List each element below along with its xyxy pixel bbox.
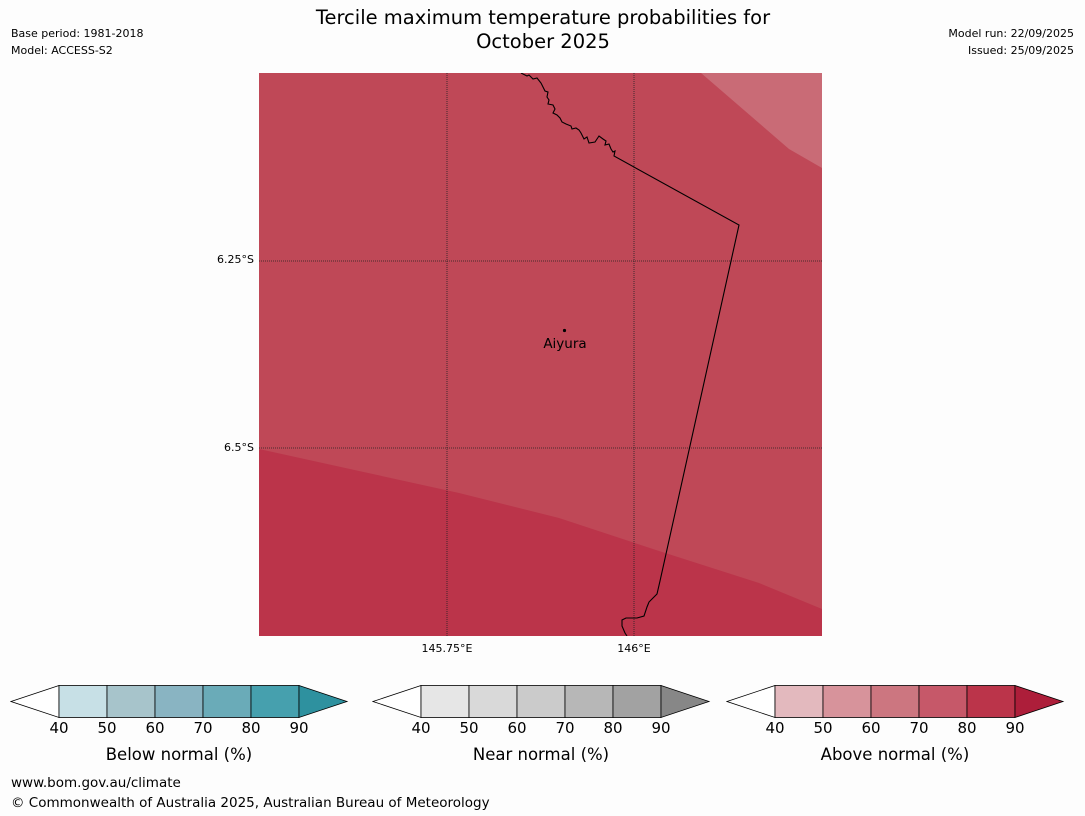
near-swatch-40-50 xyxy=(420,685,470,718)
below-swatch-80-90 xyxy=(250,685,300,718)
issued-text: Issued: 25/09/2025 xyxy=(967,44,1074,57)
near-tick-80: 80 xyxy=(603,719,623,737)
below-tick-50: 50 xyxy=(97,719,117,737)
below-tick-90: 90 xyxy=(289,719,309,737)
near-tick-50: 50 xyxy=(459,719,479,737)
border-line xyxy=(520,73,740,636)
above-tick-60: 60 xyxy=(861,719,881,737)
above-swatch-40-50 xyxy=(774,685,824,718)
near-tick-60: 60 xyxy=(507,719,527,737)
below-swatch-70-80 xyxy=(202,685,252,718)
near-tick-90: 90 xyxy=(651,719,671,737)
footer: www.bom.gov.au/climate © Commonwealth of… xyxy=(11,773,490,813)
above-normal-label: Above normal (%) xyxy=(820,745,970,764)
colorbar-near-normal xyxy=(371,684,712,723)
below-extend-high xyxy=(298,684,349,719)
below-tick-80: 80 xyxy=(241,719,261,737)
near-extend-high xyxy=(660,684,711,719)
above-tick-80: 80 xyxy=(957,719,977,737)
above-swatch-80-90 xyxy=(966,685,1016,718)
run-info: Model run: 22/09/2025 Issued: 25/09/2025 xyxy=(948,25,1074,59)
aiyura-label: Aiyura xyxy=(543,336,587,352)
above-tick-90: 90 xyxy=(1005,719,1025,737)
near-tick-70: 70 xyxy=(555,719,575,737)
below-swatch-60-70 xyxy=(154,685,204,718)
title-line-1: Tercile maximum temperature probabilitie… xyxy=(315,6,771,29)
below-swatch-40-50 xyxy=(58,685,108,718)
above-tick-40: 40 xyxy=(765,719,785,737)
footer-url: www.bom.gov.au/climate xyxy=(11,775,181,791)
above-swatch-70-80 xyxy=(918,685,968,718)
title-line-2: October 2025 xyxy=(476,30,610,53)
above-extend-high xyxy=(1014,684,1065,719)
page-title: Tercile maximum temperature probabilitie… xyxy=(243,6,843,54)
below-swatch-50-60 xyxy=(106,685,156,718)
near-normal-label: Near normal (%) xyxy=(472,745,610,764)
aiyura-marker xyxy=(562,328,567,333)
model-name-text: Model: ACCESS-S2 xyxy=(11,44,113,57)
below-extend-low xyxy=(9,684,60,719)
lon-label-146: 146°E xyxy=(617,642,651,655)
model-run-text: Model run: 22/09/2025 xyxy=(948,27,1074,40)
lat-label-6-5: 6.5°S xyxy=(224,441,254,454)
near-swatch-60-70 xyxy=(516,685,566,718)
colorbar-below-normal xyxy=(9,684,350,723)
below-normal-label: Below normal (%) xyxy=(105,745,253,764)
colorbar-above-normal xyxy=(725,684,1066,723)
above-tick-70: 70 xyxy=(909,719,929,737)
below-tick-40: 40 xyxy=(49,719,69,737)
near-swatch-50-60 xyxy=(468,685,518,718)
lon-label-145-75: 145.75°E xyxy=(421,642,473,655)
map-upper-right-region xyxy=(701,73,822,168)
above-tick-50: 50 xyxy=(813,719,833,737)
near-extend-low xyxy=(371,684,422,719)
near-tick-40: 40 xyxy=(411,719,431,737)
below-tick-60: 60 xyxy=(145,719,165,737)
near-swatch-70-80 xyxy=(564,685,614,718)
model-info: Base period: 1981-2018 Model: ACCESS-S2 xyxy=(11,25,143,59)
map-lower-region xyxy=(259,449,822,636)
lat-label-6-25: 6.25°S xyxy=(217,253,254,266)
below-tick-70: 70 xyxy=(193,719,213,737)
probability-map xyxy=(259,73,822,636)
above-swatch-60-70 xyxy=(870,685,920,718)
base-period-text: Base period: 1981-2018 xyxy=(11,27,144,40)
near-swatch-80-90 xyxy=(612,685,662,718)
above-extend-low xyxy=(725,684,776,719)
footer-copyright: © Commonwealth of Australia 2025, Austra… xyxy=(11,795,490,811)
above-swatch-50-60 xyxy=(822,685,872,718)
